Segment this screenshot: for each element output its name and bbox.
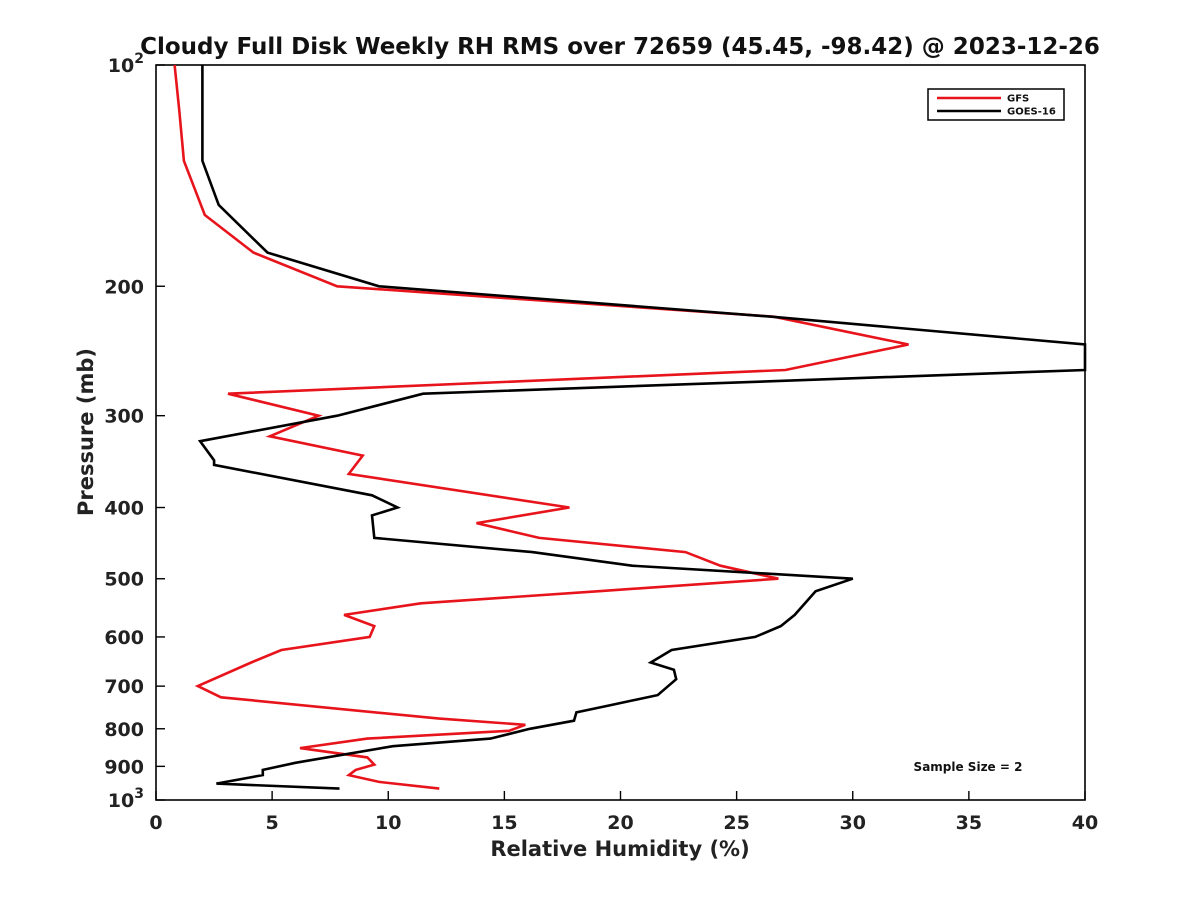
legend-label-goes-16: GOES-16: [1007, 107, 1056, 118]
x-tick-label: 40: [1072, 812, 1098, 834]
series-layer: [173, 64, 1087, 790]
legend-box: [927, 88, 1065, 121]
x-tick-label: 30: [840, 812, 866, 834]
x-tick-label: 20: [607, 812, 633, 834]
y-tick-base: 10: [108, 790, 134, 812]
y-tick-label: 500: [104, 569, 144, 591]
y-tick-exponent: 2: [134, 51, 144, 67]
x-tick-label: 25: [723, 812, 749, 834]
y-tick-label: 400: [104, 498, 144, 520]
x-tick-label: 0: [149, 812, 162, 834]
x-tick-label: 15: [491, 812, 517, 834]
y-tick-label: 200: [104, 276, 144, 298]
y-axis-label: Pressure (mb): [74, 348, 98, 516]
sample-size-annotation: Sample Size = 2: [914, 760, 1023, 774]
x-tick-label: 10: [375, 812, 401, 834]
y-tick-label: 300: [104, 406, 144, 428]
x-axis-ticks: 0 5 10 15 20 25 30 35 40: [149, 791, 1098, 834]
y-tick-exponent: 3: [134, 786, 144, 802]
series-line-gfs: [173, 64, 909, 790]
y-tick-base: 10: [108, 55, 134, 77]
y-tick-label: 103: [108, 786, 144, 812]
y-tick-label: 102: [108, 51, 144, 77]
y-tick-label: 600: [104, 627, 144, 649]
y-tick-label: 800: [104, 719, 144, 741]
y-tick-label: 900: [104, 756, 144, 778]
series-line-goes-16: [197, 65, 1087, 790]
chart-title: Cloudy Full Disk Weekly RH RMS over 7265…: [140, 34, 1100, 60]
x-axis-label: Relative Humidity (%): [490, 837, 749, 861]
legend: GFS GOES-16: [927, 88, 1065, 121]
plot-area: 0 5 10 15 20 25 30 35 40 10220030040050060070080…: [104, 51, 1098, 834]
x-tick-label: 5: [266, 812, 279, 834]
x-tick-label: 35: [956, 812, 982, 834]
y-tick-label: 700: [104, 676, 144, 698]
legend-label-gfs: GFS: [1007, 94, 1029, 105]
